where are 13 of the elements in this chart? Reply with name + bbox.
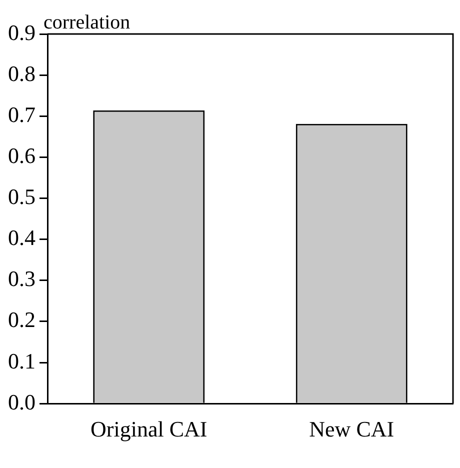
x-tick-label: Original CAI <box>90 416 208 442</box>
y-tick-label: 0.2 <box>8 307 36 332</box>
y-tick-label: 0.0 <box>8 389 36 414</box>
y-tick-label: 0.8 <box>8 60 36 86</box>
y-tick-label: 0.4 <box>8 225 36 250</box>
y-axis-title: correlation <box>44 11 130 34</box>
y-tick-label: 0.9 <box>8 20 36 45</box>
y-tick-label: 0.1 <box>8 348 36 374</box>
y-tick-label: 0.5 <box>8 184 36 210</box>
y-tick-label: 0.7 <box>8 102 36 127</box>
x-tick-label: New CAI <box>309 416 394 442</box>
y-tick-label: 0.3 <box>8 266 36 292</box>
y-tick-label: 0.6 <box>8 142 36 168</box>
